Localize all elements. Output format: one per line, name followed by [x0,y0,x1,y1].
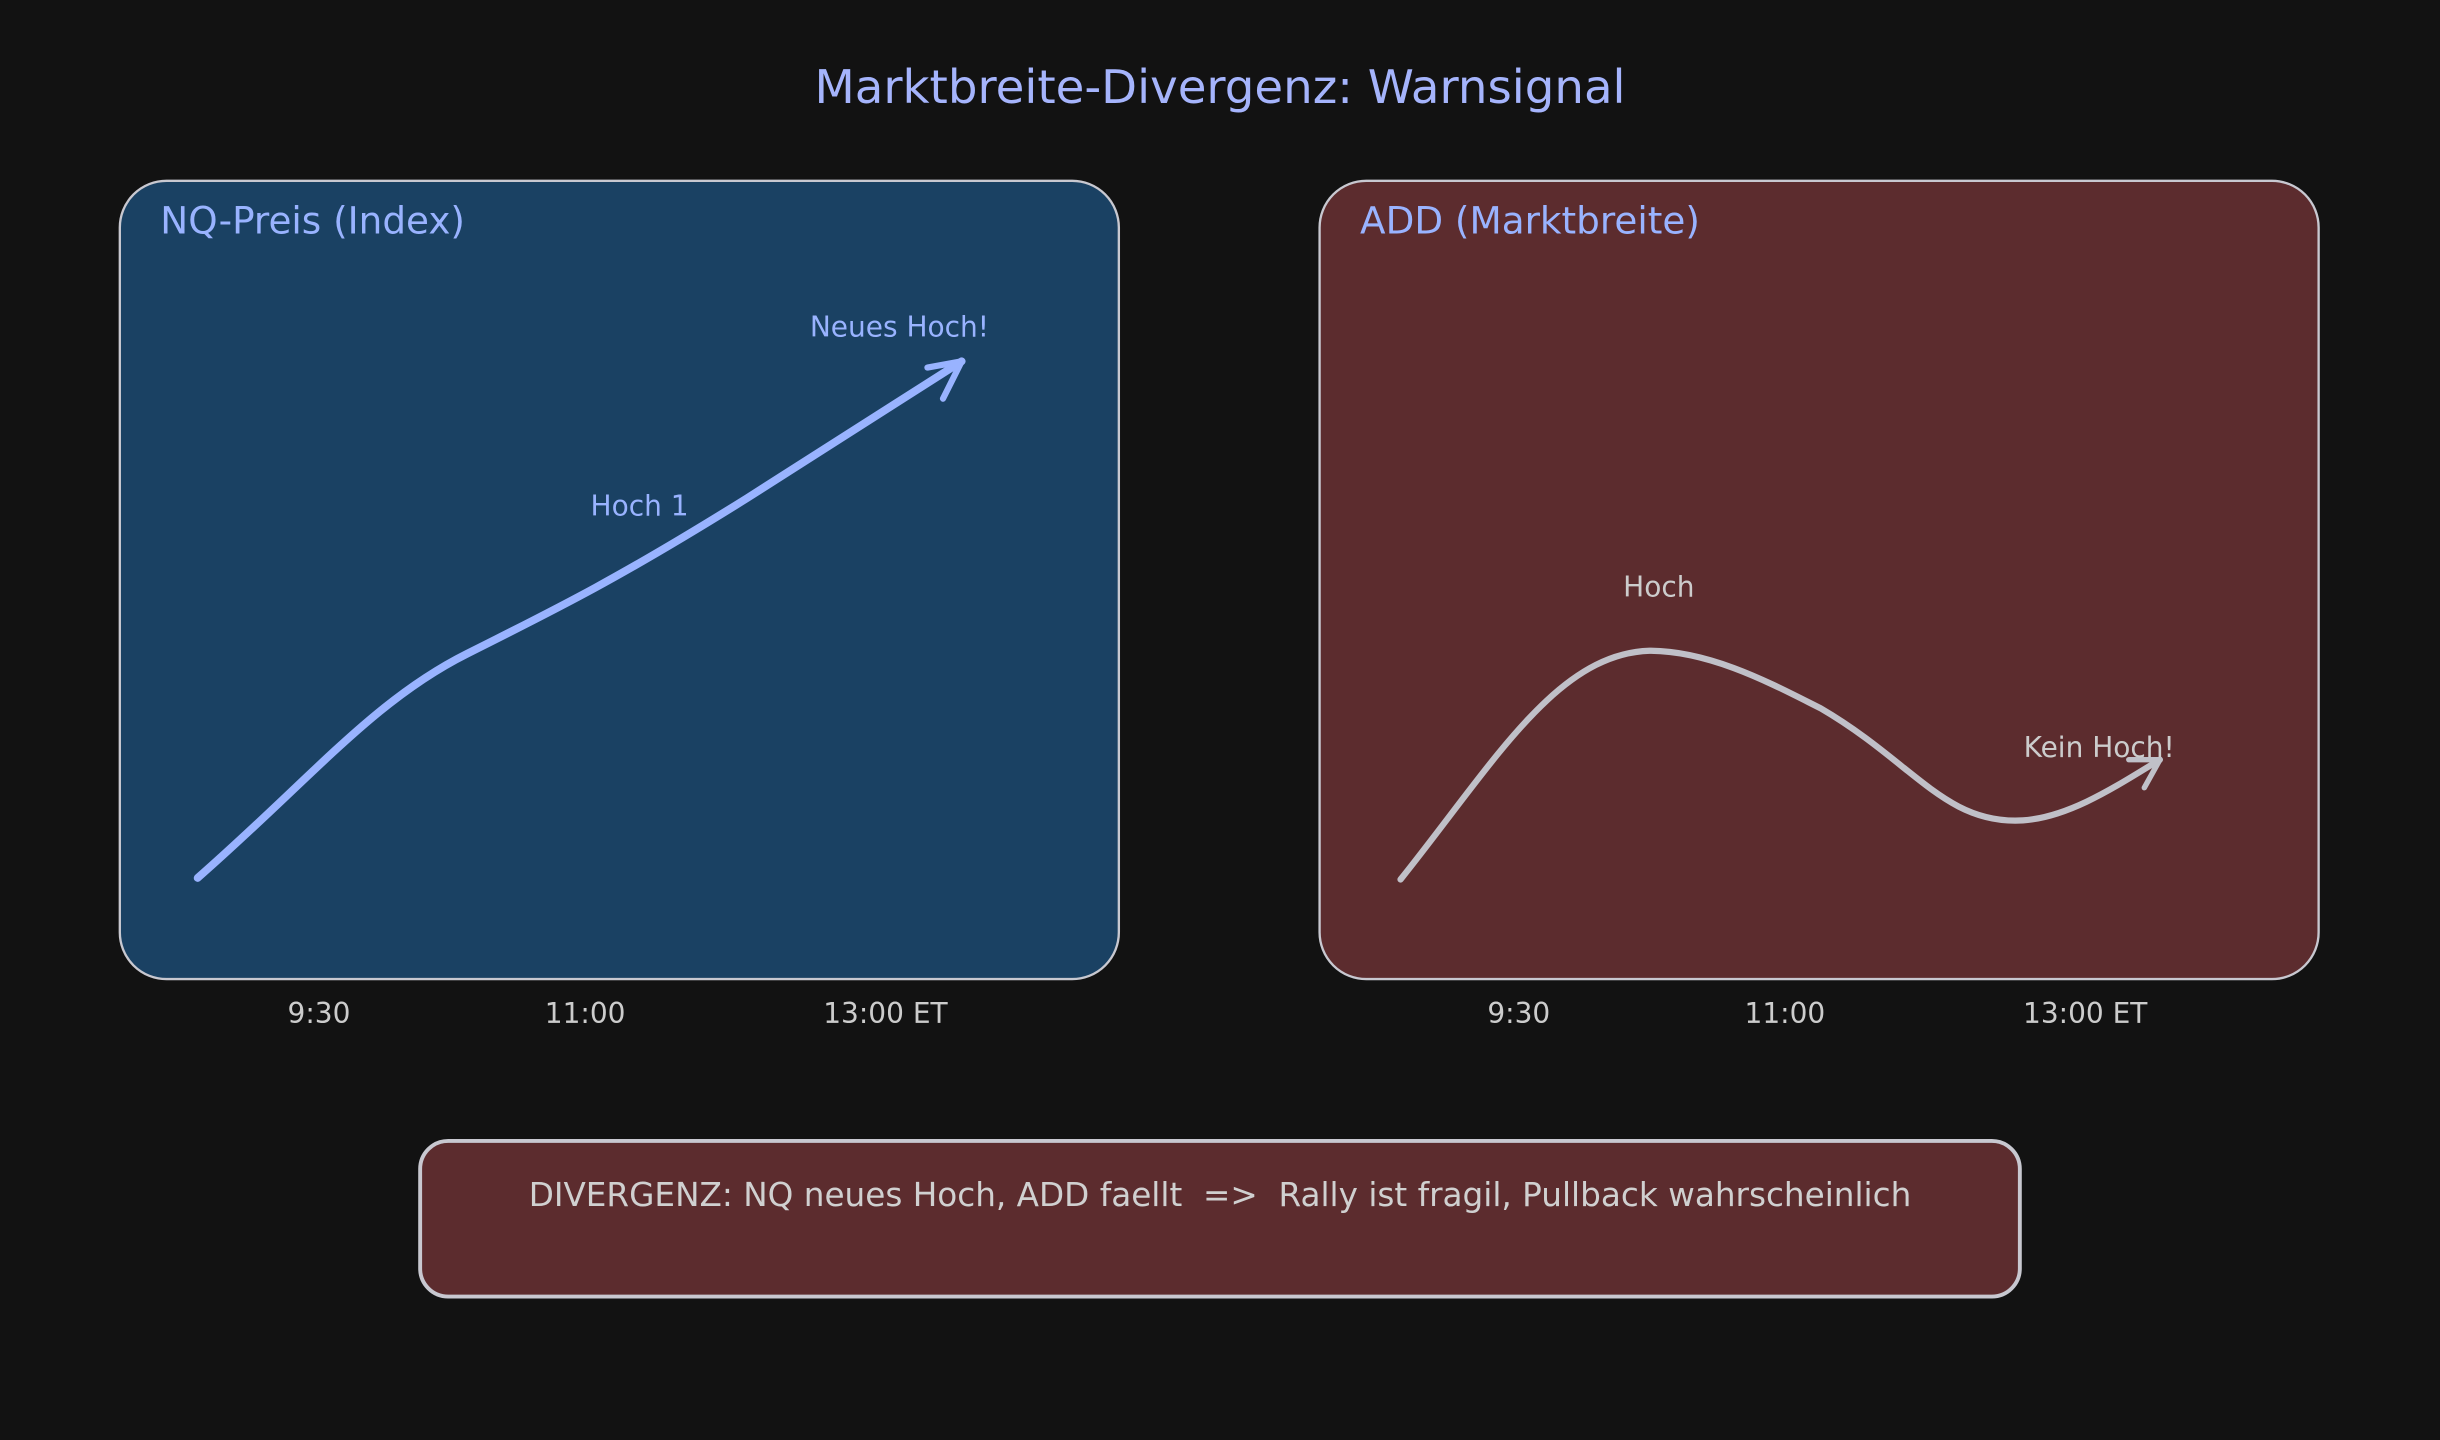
x-label: 9:30 [288,997,351,1030]
annotation: Neues Hoch! [810,311,989,344]
annotation: Kein Hoch! [2024,731,2175,764]
x-label: 9:30 [1487,997,1550,1030]
panel-nq [118,179,1121,981]
x-label: 11:00 [545,997,626,1030]
annotation: Hoch 1 [591,490,689,523]
panel-title: ADD (Marktbreite) [1360,198,1700,242]
footer-text: DIVERGENZ: NQ neues Hoch, ADD faellt => … [529,1176,1912,1214]
x-label: 11:00 [1745,997,1826,1030]
nq-line [193,357,966,882]
panel-add [1318,179,2320,981]
footer-box [418,1138,2022,1299]
x-label: 13:00 ET [2023,997,2148,1030]
annotation: Hoch [1623,571,1694,604]
arrow-head [2126,756,2163,791]
x-label: 13:00 ET [823,997,948,1030]
add-line [1397,647,2164,883]
title: Marktbreite-Divergenz: Warnsignal [814,61,1625,115]
panel-title: NQ-Preis (Index) [160,198,465,242]
arrow-head [924,358,965,402]
